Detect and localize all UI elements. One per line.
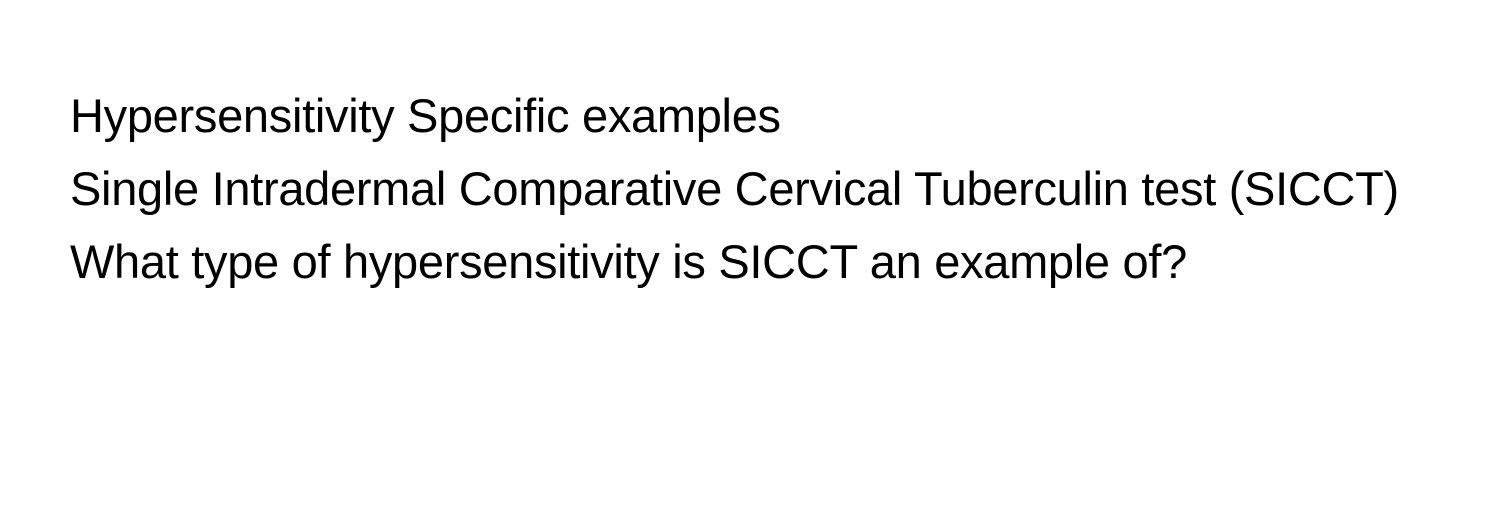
text-line-1: Hypersensitivity Specific examples — [70, 89, 781, 142]
document-text-block: Hypersensitivity Specific examples Singl… — [70, 80, 1430, 299]
text-line-2: Single Intradermal Comparative Cervical … — [70, 162, 1399, 288]
